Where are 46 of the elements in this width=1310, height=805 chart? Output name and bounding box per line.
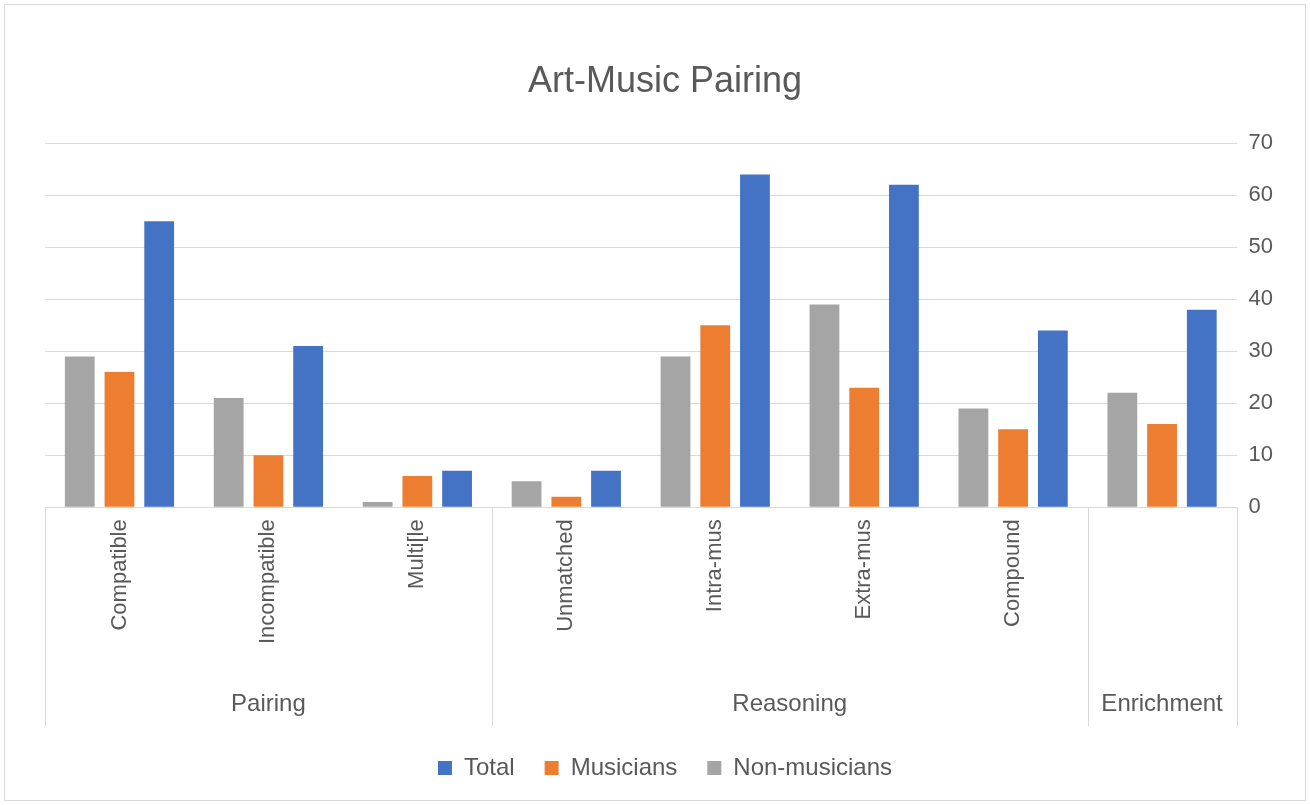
y-tick-label: 30 bbox=[1248, 337, 1274, 363]
bar bbox=[1107, 392, 1138, 507]
y-tick-label: 0 bbox=[1248, 493, 1261, 519]
bar bbox=[442, 470, 472, 507]
x-tick-label: Intra-mus bbox=[701, 519, 727, 613]
bar bbox=[660, 356, 691, 507]
bar bbox=[293, 346, 324, 507]
bar bbox=[104, 372, 135, 507]
bar bbox=[958, 408, 989, 507]
legend-label: Total bbox=[463, 752, 515, 780]
y-tick-label: 10 bbox=[1248, 441, 1274, 467]
bar bbox=[849, 387, 880, 507]
x-tick-label: Extra-mus bbox=[850, 519, 876, 620]
text: Reasoning bbox=[732, 688, 848, 716]
bar bbox=[1147, 424, 1177, 507]
bar bbox=[700, 325, 731, 507]
legend-label: Non-musicians bbox=[733, 752, 893, 780]
bar bbox=[253, 455, 284, 507]
bar bbox=[144, 221, 175, 507]
bar bbox=[809, 304, 840, 507]
y-tick-label: 40 bbox=[1248, 285, 1274, 311]
y-tick-label: 60 bbox=[1248, 181, 1274, 207]
bar bbox=[740, 174, 770, 507]
bar bbox=[64, 356, 95, 507]
bar bbox=[402, 476, 433, 507]
y-tick-label: 50 bbox=[1248, 233, 1274, 259]
x-tick-label: Compound bbox=[999, 519, 1025, 627]
x-tick-label: Incompatible bbox=[254, 519, 280, 645]
bar bbox=[591, 470, 621, 507]
bar bbox=[511, 481, 542, 507]
text: Enrichment bbox=[1101, 688, 1224, 716]
bar bbox=[1037, 330, 1068, 507]
bar bbox=[362, 502, 393, 507]
y-tick-label: 70 bbox=[1248, 129, 1274, 155]
bar bbox=[889, 184, 919, 507]
bar bbox=[213, 398, 244, 507]
x-tick-label: Unmatched bbox=[552, 519, 578, 632]
bar bbox=[551, 496, 582, 507]
text: Pairing bbox=[231, 688, 306, 716]
x-tick-label: Multi[le bbox=[403, 519, 429, 589]
chart-title: Art-Music Pairing bbox=[527, 58, 803, 100]
x-tick-label: Compatible bbox=[105, 519, 131, 631]
y-tick-label: 20 bbox=[1248, 389, 1274, 415]
bar bbox=[998, 429, 1029, 507]
bar bbox=[1186, 309, 1217, 507]
legend-label: Musicians bbox=[570, 752, 678, 780]
